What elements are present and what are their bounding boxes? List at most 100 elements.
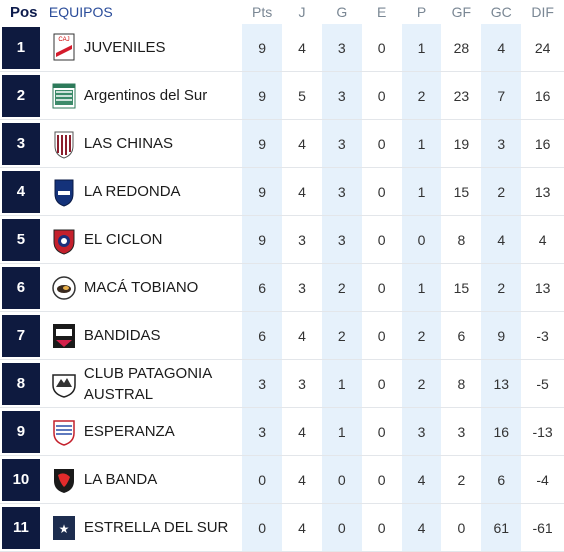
table-row[interactable]: 11 ★ ESTRELLA DEL SUR 0 4 0 0 4 0 61 -61 <box>0 504 564 552</box>
stat-j: 4 <box>298 135 306 152</box>
table-row[interactable]: 3 LAS CHINAS 9 4 3 0 1 19 3 16 <box>0 120 564 168</box>
header-pos: Pos <box>10 3 38 21</box>
team-name: Argentinos del Sur <box>83 87 208 104</box>
stat-e: 0 <box>377 135 386 152</box>
stat-e: 0 <box>377 183 386 200</box>
stat-gc: 2 <box>481 168 522 215</box>
stat-gc: 2 <box>481 264 522 311</box>
stat-gf: 6 <box>457 327 466 344</box>
stat-dif: 16 <box>534 87 551 104</box>
stat-gc: 13 <box>481 360 522 407</box>
stat-p: 4 <box>401 456 442 503</box>
stat-gf: 3 <box>457 423 466 440</box>
stat-dif: 13 <box>534 183 551 200</box>
team-cell[interactable]: ESPERANZA <box>46 417 242 447</box>
stat-gc: 61 <box>481 504 522 551</box>
team-cell[interactable]: LA REDONDA <box>46 177 242 207</box>
stat-pts: 9 <box>242 72 283 119</box>
stat-pts: 9 <box>242 120 283 167</box>
stat-dif: -4 <box>536 471 549 488</box>
team-name: CLUB PATAGONIA AUSTRAL <box>83 364 212 403</box>
team-cell[interactable]: CAJ JUVENILES <box>46 33 242 63</box>
stat-pts: 9 <box>242 24 283 71</box>
stat-dif: 24 <box>534 39 551 56</box>
stat-p: 2 <box>401 312 442 359</box>
header-gc: GC <box>490 4 512 20</box>
stat-e: 0 <box>377 87 386 104</box>
stat-j: 5 <box>298 87 306 104</box>
table-body: 1 CAJ JUVENILES 9 4 3 0 1 28 4 24 2 Argentinos del S… <box>0 24 564 552</box>
la-redonda-crest-icon <box>52 177 76 207</box>
stat-dif: -3 <box>536 327 549 344</box>
position-badge: 7 <box>2 314 40 357</box>
stat-gf: 0 <box>457 519 466 536</box>
position-badge: 5 <box>2 218 40 261</box>
stat-gc: 16 <box>481 408 522 455</box>
svg-text:CAJ: CAJ <box>58 37 69 43</box>
position-badge: 4 <box>2 170 40 213</box>
team-cell[interactable]: ★ ESTRELLA DEL SUR <box>46 513 242 543</box>
stat-e: 0 <box>377 231 386 248</box>
stat-dif: -61 <box>532 519 553 536</box>
table-row[interactable]: 8 CLUB PATAGONIA AUSTRAL 3 3 1 0 2 8 13 -5 <box>0 360 564 408</box>
position-badge: 11 <box>2 506 40 549</box>
stat-gf: 8 <box>457 231 466 248</box>
table-row[interactable]: 9 ESPERANZA 3 4 1 0 3 3 16 -13 <box>0 408 564 456</box>
table-row[interactable]: 10 LA BANDA 0 4 0 0 4 2 6 -4 <box>0 456 564 504</box>
table-row[interactable]: 6 MACÁ TOBIANO 6 3 2 0 1 15 2 13 <box>0 264 564 312</box>
table-row[interactable]: 7 BANDIDAS 6 4 2 0 2 6 9 -3 <box>0 312 564 360</box>
juveniles-crest-icon: CAJ <box>52 33 76 63</box>
stat-dif: 16 <box>534 135 551 152</box>
stat-p: 1 <box>401 264 442 311</box>
team-cell[interactable]: BANDIDAS <box>46 321 242 351</box>
stat-j: 4 <box>298 39 306 56</box>
team-cell[interactable]: CLUB PATAGONIA AUSTRAL <box>46 363 242 405</box>
table-row[interactable]: 2 Argentinos del Sur 9 5 3 0 2 23 7 16 <box>0 72 564 120</box>
table-row[interactable]: 5 EL CICLON 9 3 3 0 0 8 4 4 <box>0 216 564 264</box>
esperanza-crest-icon <box>52 417 76 447</box>
header-p: P <box>416 4 427 20</box>
stat-gf: 15 <box>453 183 470 200</box>
stat-p: 1 <box>401 168 442 215</box>
table-row[interactable]: 1 CAJ JUVENILES 9 4 3 0 1 28 4 24 <box>0 24 564 72</box>
stat-gf: 2 <box>457 471 466 488</box>
stat-j: 3 <box>298 375 306 392</box>
stat-g: 3 <box>321 168 362 215</box>
table-header: Pos EQUIPOS Pts J G E P GF GC DIF <box>0 0 564 24</box>
stat-e: 0 <box>377 471 386 488</box>
bandidas-crest-icon <box>52 321 76 351</box>
maca-tobiano-crest-icon <box>52 273 76 303</box>
stat-gf: 28 <box>453 39 470 56</box>
stat-e: 0 <box>377 375 386 392</box>
team-cell[interactable]: Argentinos del Sur <box>46 81 242 111</box>
team-cell[interactable]: EL CICLON <box>46 225 242 255</box>
team-cell[interactable]: LA BANDA <box>46 465 242 495</box>
stat-j: 4 <box>298 471 306 488</box>
stat-dif: 13 <box>534 279 551 296</box>
stat-j: 4 <box>298 423 306 440</box>
stat-j: 3 <box>298 231 306 248</box>
header-g: G <box>336 4 348 20</box>
stat-gc: 4 <box>481 24 522 71</box>
stat-pts: 6 <box>242 264 283 311</box>
position-badge: 3 <box>2 122 40 165</box>
el-ciclon-crest-icon <box>52 225 76 255</box>
table-row[interactable]: 4 LA REDONDA 9 4 3 0 1 15 2 13 <box>0 168 564 216</box>
position-badge: 8 <box>2 362 40 405</box>
team-cell[interactable]: LAS CHINAS <box>46 129 242 159</box>
position-badge: 1 <box>2 26 40 69</box>
svg-text:★: ★ <box>58 522 69 536</box>
stat-p: 4 <box>401 504 442 551</box>
stat-pts: 9 <box>242 168 283 215</box>
stat-gc: 6 <box>481 456 522 503</box>
stat-g: 2 <box>321 312 362 359</box>
stat-gf: 23 <box>453 87 470 104</box>
position-badge: 9 <box>2 410 40 453</box>
position-badge: 10 <box>2 458 40 501</box>
argentinos-crest-icon <box>52 81 76 111</box>
team-cell[interactable]: MACÁ TOBIANO <box>46 273 242 303</box>
stat-g: 1 <box>321 360 362 407</box>
team-name: LAS CHINAS <box>83 135 174 152</box>
stat-g: 3 <box>321 24 362 71</box>
